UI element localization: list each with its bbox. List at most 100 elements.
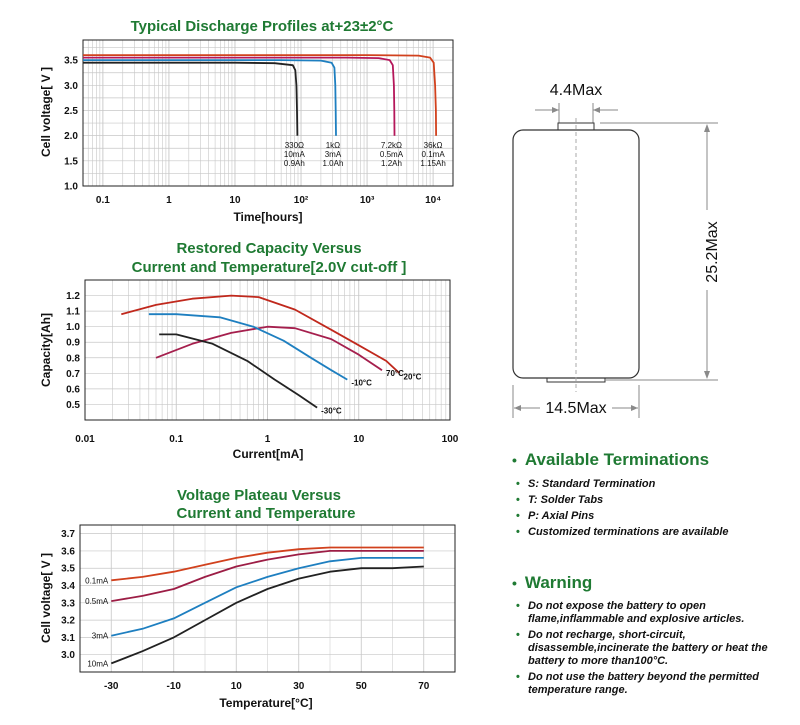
list-item: • Do not use the battery beyond the permi… [514,671,776,697]
data-series [110,546,424,665]
y-tick-label: 1.5 [64,156,78,167]
series-label: 3mA [92,632,109,641]
list-item-text: P: Axial Pins [528,510,595,522]
list-item: • T: Solder Tabs [514,494,784,507]
series-labels: 0.1mA 0.5mA 3mA 10mA [85,576,109,668]
y-tick-label: 0.9 [66,338,80,349]
curve-annotation: 0.5mA [380,150,404,159]
y-tick-label: 3.1 [61,633,75,644]
series-line [83,56,396,136]
x-tick-label: 10 [229,195,241,206]
list-item: • Do not recharge, short-circuit, disasse… [514,629,776,668]
x-tick-label: 0.1 [96,195,110,206]
warning-list: • Do not expose the battery to open flame… [514,600,776,700]
bullet-icon: • [516,629,520,641]
chart-title: Typical Discharge Profiles at+23±2°C [131,18,394,35]
curve-annotation: 0.1mA [422,150,446,159]
x-tick-label: 100 [442,434,459,445]
dim-arrow [514,405,521,411]
y-tick-label: 2.5 [64,106,78,117]
y-tick-label: 3.3 [61,598,75,609]
bullet-icon: • [512,452,517,468]
bullet-icon: • [512,575,517,591]
dim-width-label: 14.5Max [545,400,606,417]
y-tick-label: 1.1 [66,307,80,318]
x-tick-label: 10² [294,195,309,206]
y-tick-label: 1.0 [64,182,78,193]
y-tick-label: 3.0 [64,81,78,92]
x-tick-label: 1 [265,434,271,445]
series-line [110,565,424,665]
series-label: 70°C [386,369,404,378]
curve-annotation: 1.15Ah [420,159,445,168]
series-labels: 20°C70°C -10°C -30°C [321,369,422,415]
curve-annotation: 36kΩ [424,141,443,150]
y-tick-label: 3.5 [61,564,75,575]
plot-frame [79,524,456,673]
bullet-icon: • [516,671,520,683]
curve-annotation: 1kΩ [326,141,340,150]
series-line [111,546,424,582]
series-line [111,550,424,602]
curve-annotation: 330Ω [285,141,304,150]
terminations-list: • S: Standard Termination • T: Solder Tabs… [514,478,784,542]
chart-grid [82,40,454,187]
terminations-title: • Available Terminations [512,450,709,470]
curve-annotation: 1.0Ah [323,159,344,168]
x-tick-label: 10 [231,681,243,692]
y-tick-label: 1.0 [66,322,80,333]
dim-arrow [704,371,710,379]
series-line [155,325,383,371]
chart-title-line-2: Current and Temperature [177,505,356,522]
series-line [148,313,348,381]
x-tick-label: 0.01 [75,434,95,445]
y-tick-label: 3.2 [61,616,75,627]
list-item: • S: Standard Termination [514,478,784,491]
bullet-icon: • [516,494,520,506]
warning-title: • Warning [512,573,592,593]
y-tick-label: 1.2 [66,291,80,302]
y-tick-label: 3.0 [61,650,75,661]
bullet-icon: • [516,510,520,522]
x-tick-label: 50 [356,681,368,692]
y-axis-title: Capacity[Ah] [39,313,53,387]
voltage-plateau-chart: Voltage Plateau Versus Current and Tempe… [39,487,456,710]
axis-ticks: 1.0 1.5 2.0 2.5 3.0 3.5 0.1 1 10 10² 10³ 10⁴ [64,56,441,206]
chart-title-line-2: Current and Temperature[2.0V cut-off ] [132,259,407,276]
x-tick-label: 10 [353,434,365,445]
dim-arrow [704,124,710,132]
series-label: 10mA [87,659,109,668]
x-tick-label: 10³ [360,195,375,206]
discharge-profile-chart: Typical Discharge Profiles at+23±2°C 1.0… [39,18,454,224]
x-tick-label: 1 [166,195,172,206]
list-item-text: S: Standard Termination [528,478,656,490]
y-tick-label: 2.0 [64,131,78,142]
curve-annotation: 3mA [325,150,342,159]
x-tick-label: -30 [104,681,119,692]
bullet-icon: • [516,478,520,490]
terminations-title-text: Available Terminations [524,450,710,469]
list-item: • Do not expose the battery to open flame… [514,600,776,626]
list-item: • Customized terminations are available [514,526,784,539]
y-tick-label: 3.6 [61,546,75,557]
x-tick-label: 30 [293,681,305,692]
list-item: • P: Axial Pins [514,510,784,523]
y-tick-label: 3.7 [61,529,75,540]
y-tick-label: 3.4 [61,581,75,592]
restored-capacity-chart: Restored Capacity Versus Current and Tem… [39,240,459,461]
chart-title-line-1: Voltage Plateau Versus [177,487,341,504]
curve-annotation: 7.2kΩ [381,141,402,150]
y-axis-title: Cell voltage[ V ] [39,553,53,643]
y-tick-label: 3.5 [64,56,78,67]
series-label: -10°C [351,379,372,388]
data-series [121,294,401,409]
list-item-text: Do not use the battery beyond the permit… [528,671,760,696]
series-label: 0.1mA [85,576,109,585]
dim-arrow [593,107,600,113]
x-axis-title: Temperature[°C] [219,696,312,710]
curve-annotation: 0.9Ah [284,159,305,168]
y-tick-label: 0.6 [66,384,80,395]
list-item-text: Do not expose the battery to open flame,… [528,600,745,625]
